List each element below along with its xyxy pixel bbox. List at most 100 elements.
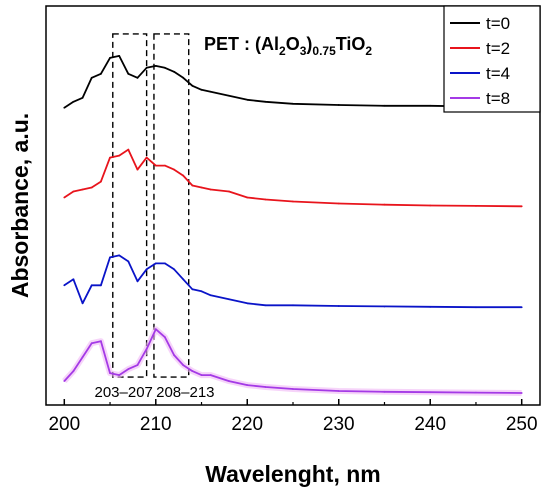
- data-point: [429, 391, 432, 394]
- data-point: [383, 104, 386, 107]
- data-point: [154, 64, 157, 67]
- data-point: [191, 184, 194, 187]
- x-tick-label: 210: [140, 414, 172, 435]
- data-point: [228, 298, 230, 301]
- data-point: [191, 370, 194, 372]
- data-point: [173, 354, 175, 357]
- data-point: [475, 306, 477, 309]
- series-t=0: [63, 54, 523, 109]
- data-point: [200, 186, 203, 189]
- data-point: [173, 268, 175, 271]
- data-point: [520, 205, 523, 208]
- data-point: [337, 104, 340, 106]
- data-point: [127, 260, 130, 263]
- data-point: [337, 202, 340, 205]
- data-point: [292, 102, 294, 105]
- data-point: [228, 190, 230, 193]
- data-point: [475, 391, 477, 394]
- data-point: [164, 336, 166, 339]
- x-axis: 200 210 220 230 240 250: [48, 399, 538, 435]
- data-point: [118, 374, 121, 376]
- data-point: [520, 392, 523, 394]
- data-point: [90, 186, 93, 189]
- series-t=4: [63, 254, 523, 309]
- data-point: [109, 256, 111, 259]
- x-tick-label: 200: [48, 414, 80, 435]
- data-point: [90, 76, 93, 79]
- formula-mid-2: ): [306, 34, 312, 54]
- x-tick-label: 220: [231, 414, 263, 435]
- formula-sub-2: 3: [300, 44, 307, 58]
- series-group: [62, 54, 523, 396]
- data-point: [209, 294, 212, 297]
- data-point: [191, 84, 194, 87]
- data-point: [81, 96, 84, 99]
- legend-label: t=2: [486, 39, 510, 58]
- data-point: [292, 388, 294, 390]
- data-point: [520, 306, 523, 309]
- formula-sub-1: 2: [279, 44, 286, 58]
- formula-mid-3: TiO: [336, 34, 366, 54]
- legend-label: t=8: [486, 89, 510, 108]
- series-t=8: [62, 326, 523, 396]
- data-point: [145, 268, 148, 271]
- data-point: [72, 370, 75, 372]
- data-point: [136, 76, 139, 79]
- data-point: [264, 386, 267, 388]
- data-point: [81, 188, 84, 191]
- series-line: [63, 55, 522, 109]
- data-point: [154, 262, 157, 265]
- data-point: [127, 368, 130, 370]
- data-point: [109, 372, 111, 374]
- x-tick-label: 240: [414, 414, 446, 435]
- x-tick-label: 230: [323, 414, 355, 435]
- x-axis-title: Wavelenght, nm: [205, 461, 381, 487]
- data-point: [383, 390, 386, 393]
- data-point: [246, 384, 249, 386]
- data-point: [429, 204, 432, 207]
- data-point: [99, 180, 102, 183]
- data-point: [228, 94, 230, 97]
- region-box: [153, 33, 190, 378]
- highlight-regions: 203–207 208–213: [95, 33, 215, 401]
- data-point: [337, 305, 340, 307]
- data-point: [429, 305, 432, 308]
- data-point: [200, 290, 203, 293]
- data-point: [246, 302, 249, 305]
- data-point: [99, 72, 102, 75]
- data-point: [228, 380, 230, 382]
- data-point: [164, 66, 166, 69]
- data-point: [182, 278, 185, 281]
- data-point: [145, 66, 148, 69]
- data-point: [383, 203, 386, 206]
- data-point: [383, 305, 386, 308]
- data-point: [209, 90, 212, 93]
- legend: t=0 t=2 t=4 t=8: [443, 5, 541, 113]
- series-line: [63, 148, 522, 208]
- data-point: [209, 374, 212, 376]
- data-point: [63, 380, 66, 382]
- data-point: [164, 262, 166, 265]
- data-point: [475, 204, 477, 207]
- series-line: [63, 254, 522, 309]
- data-point: [337, 390, 340, 392]
- data-point: [90, 284, 93, 287]
- data-point: [118, 54, 121, 57]
- data-point: [246, 98, 249, 101]
- data-point: [292, 200, 294, 203]
- data-point: [81, 356, 84, 359]
- data-point: [109, 156, 111, 159]
- data-point: [182, 174, 185, 177]
- data-point: [109, 56, 111, 59]
- data-point: [429, 104, 432, 107]
- data-point: [81, 302, 84, 305]
- data-point: [63, 196, 66, 199]
- data-point: [136, 168, 139, 171]
- formula-sub-4: 2: [365, 44, 372, 58]
- sample-formula: PET : (Al2O3)0.75TiO2: [204, 34, 372, 58]
- data-point: [145, 348, 148, 351]
- data-point: [173, 70, 175, 73]
- formula-mid-1: O: [286, 34, 300, 54]
- data-point: [191, 288, 194, 291]
